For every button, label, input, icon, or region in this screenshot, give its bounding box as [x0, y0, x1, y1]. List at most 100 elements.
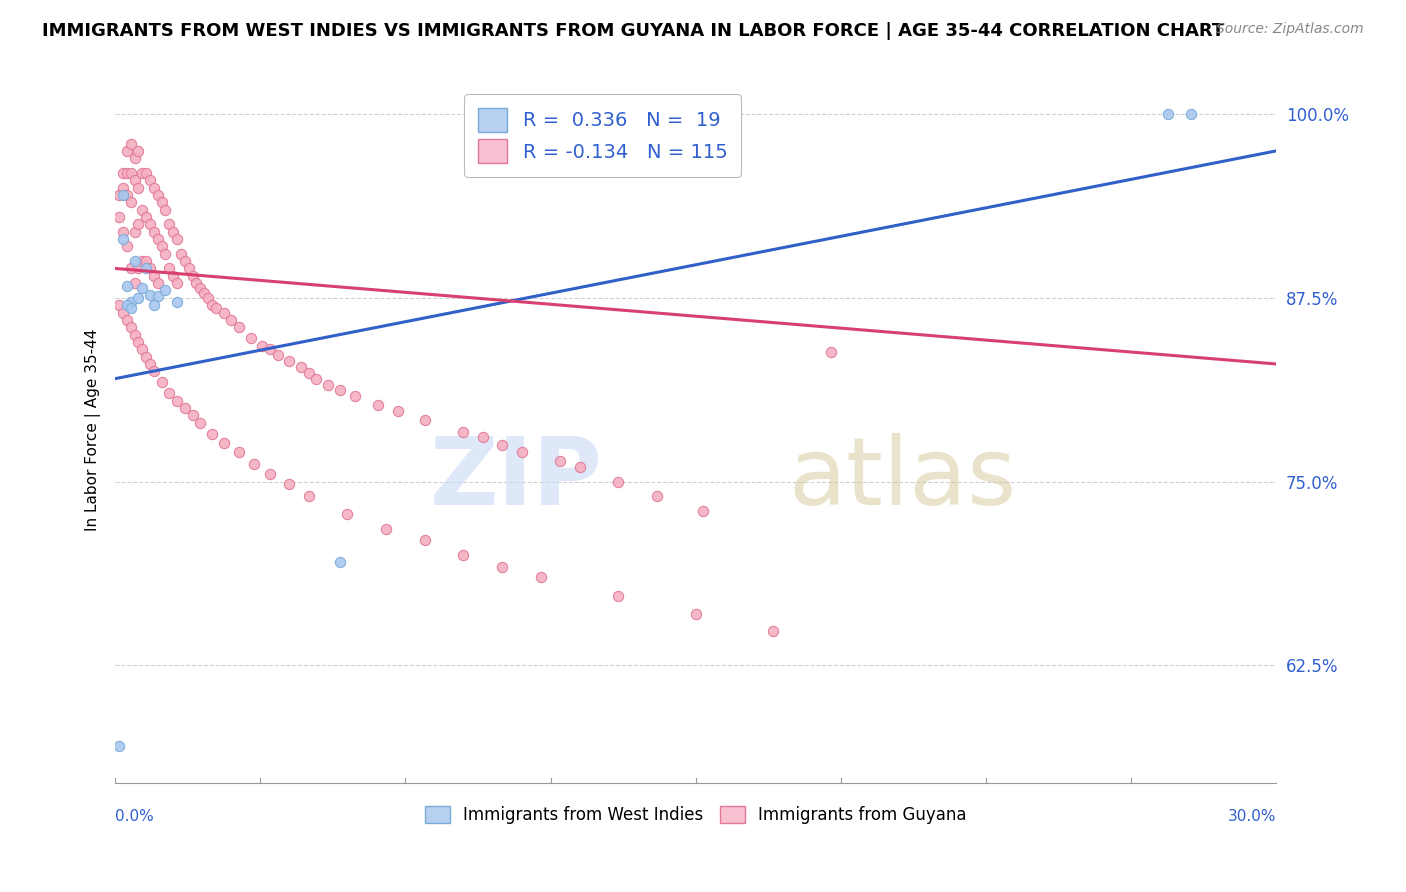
Point	[413, 533, 436, 548]
Point	[120, 166, 142, 180]
Point	[157, 261, 180, 276]
Point	[645, 489, 668, 503]
Text: 0.0%: 0.0%	[115, 809, 153, 824]
Point	[131, 280, 153, 294]
Point	[387, 404, 409, 418]
Point	[278, 354, 301, 368]
Point	[212, 305, 235, 319]
Text: ZIP: ZIP	[430, 434, 603, 525]
Point	[155, 246, 177, 260]
Point	[530, 570, 553, 584]
Point	[142, 225, 165, 239]
Point	[111, 225, 134, 239]
Point	[336, 507, 359, 521]
Point	[491, 438, 513, 452]
Point	[124, 254, 146, 268]
Point	[510, 445, 533, 459]
Point	[146, 188, 169, 202]
Point	[120, 136, 142, 151]
Point	[127, 180, 149, 194]
Point	[453, 425, 475, 439]
Point	[413, 413, 436, 427]
Point	[173, 254, 195, 268]
Point	[166, 232, 188, 246]
Point	[166, 276, 188, 290]
Point	[150, 239, 173, 253]
Point	[127, 261, 149, 276]
Point	[139, 173, 162, 187]
Point	[150, 375, 173, 389]
Point	[1157, 107, 1180, 121]
Point	[181, 409, 204, 423]
Point	[131, 343, 153, 357]
Point	[607, 589, 630, 603]
Point	[329, 555, 352, 569]
Point	[135, 254, 157, 268]
Point	[186, 276, 208, 290]
Point	[115, 239, 138, 253]
Point	[120, 320, 142, 334]
Point	[111, 180, 134, 194]
Point	[142, 298, 165, 312]
Point	[111, 232, 134, 246]
Point	[142, 180, 165, 194]
Point	[305, 372, 328, 386]
Point	[135, 350, 157, 364]
Point	[124, 327, 146, 342]
Point	[344, 389, 367, 403]
Point	[155, 202, 177, 217]
Point	[607, 475, 630, 489]
Point	[111, 166, 134, 180]
Point	[228, 445, 250, 459]
Point	[115, 188, 138, 202]
Point	[170, 246, 193, 260]
Point	[127, 218, 149, 232]
Point	[124, 173, 146, 187]
Point	[155, 284, 177, 298]
Point	[692, 504, 714, 518]
Point	[146, 289, 169, 303]
Point	[139, 261, 162, 276]
Point	[162, 225, 184, 239]
Point	[157, 386, 180, 401]
Point	[146, 276, 169, 290]
Point	[252, 339, 274, 353]
Y-axis label: In Labor Force | Age 35-44: In Labor Force | Age 35-44	[86, 329, 101, 532]
Point	[157, 218, 180, 232]
Point	[115, 144, 138, 158]
Point	[267, 348, 290, 362]
Point	[139, 357, 162, 371]
Point	[762, 624, 785, 639]
Point	[1180, 107, 1202, 121]
Point	[491, 559, 513, 574]
Point	[111, 305, 134, 319]
Point	[820, 345, 842, 359]
Point	[124, 225, 146, 239]
Point	[127, 334, 149, 349]
Point	[108, 739, 131, 753]
Point	[548, 454, 571, 468]
Point	[568, 459, 591, 474]
Point	[685, 607, 707, 621]
Point	[111, 188, 134, 202]
Point	[212, 436, 235, 450]
Text: Source: ZipAtlas.com: Source: ZipAtlas.com	[1216, 22, 1364, 37]
Text: 30.0%: 30.0%	[1227, 809, 1277, 824]
Point	[142, 268, 165, 283]
Point	[131, 254, 153, 268]
Point	[139, 288, 162, 302]
Point	[367, 398, 389, 412]
Point	[127, 291, 149, 305]
Point	[316, 377, 339, 392]
Point	[139, 218, 162, 232]
Point	[162, 268, 184, 283]
Point	[219, 313, 242, 327]
Point	[188, 416, 211, 430]
Point	[201, 298, 224, 312]
Point	[124, 151, 146, 165]
Point	[188, 280, 211, 294]
Point	[243, 457, 266, 471]
Point	[228, 320, 250, 334]
Point	[177, 261, 200, 276]
Point	[471, 430, 494, 444]
